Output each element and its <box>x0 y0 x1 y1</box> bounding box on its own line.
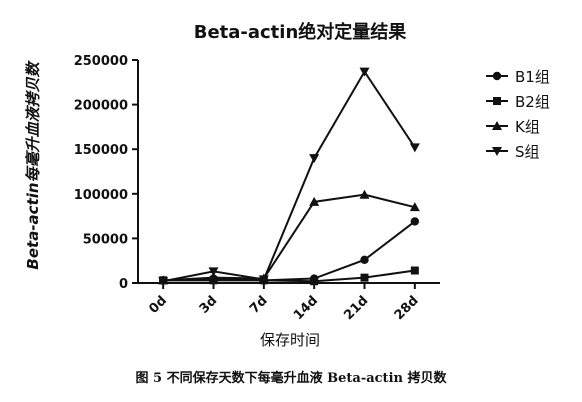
series-line <box>162 69 416 283</box>
y-axis-label: Beta-actin每毫升血液拷贝数 <box>24 59 42 269</box>
y-tick-label: 200000 <box>74 99 128 114</box>
data-point <box>410 266 419 275</box>
series-4 <box>158 67 420 287</box>
legend-marker <box>492 147 502 156</box>
series-line <box>163 193 416 282</box>
legend-item: B2组 <box>486 93 550 111</box>
data-point <box>208 272 219 282</box>
data-point <box>409 202 420 212</box>
legend-label: S组 <box>515 143 540 161</box>
series-line <box>163 269 415 283</box>
x-axis-label: 保存时间 <box>260 331 320 349</box>
y-tick-label: 0 <box>119 277 128 292</box>
legend-item: K组 <box>486 118 540 136</box>
x-tick-label: 0d <box>146 293 170 317</box>
data-point <box>158 277 169 287</box>
legend-marker <box>492 71 502 81</box>
data-point <box>360 273 369 282</box>
y-tick-label: 100000 <box>74 188 128 203</box>
data-point <box>410 217 420 226</box>
line-chart: Beta-actin绝对定量结果 0 50000 100000 150000 20000… <box>24 21 550 349</box>
data-point <box>258 275 269 285</box>
legend-item: S组 <box>486 143 540 161</box>
legend-label: K组 <box>515 118 540 136</box>
data-point <box>309 154 320 164</box>
legend: B1组 B2组 K组 S组 <box>486 68 550 161</box>
series-3 <box>158 189 420 285</box>
y-tick-label: 50000 <box>83 232 128 247</box>
series-lines <box>158 67 420 287</box>
data-point <box>359 67 370 77</box>
x-tick-label: 7d <box>247 293 271 317</box>
axes: 0 50000 100000 150000 200000 250000 0d 3d 7d 14d 2… <box>74 54 440 323</box>
y-tick-label: 250000 <box>74 54 128 69</box>
x-tick-label: 14d <box>291 293 321 323</box>
series-line <box>163 220 416 282</box>
legend-label: B2组 <box>515 93 550 111</box>
figure-caption: 图 5 不同保存天数下每毫升血液 Beta-actin 拷贝数 <box>135 371 447 386</box>
data-point <box>409 143 420 153</box>
data-point <box>208 267 219 277</box>
chart-title: Beta-actin绝对定量结果 <box>194 21 408 43</box>
x-tick-label: 28d <box>392 293 422 323</box>
legend-marker <box>493 97 501 105</box>
y-tick-label: 150000 <box>74 143 128 158</box>
x-tick-label: 21d <box>341 293 371 323</box>
x-tick-label: 3d <box>197 293 221 317</box>
legend-label: B1组 <box>515 68 550 86</box>
data-point <box>309 196 320 206</box>
data-point <box>360 255 369 265</box>
legend-marker <box>492 121 502 130</box>
data-point <box>359 189 370 199</box>
data-point <box>310 277 319 286</box>
legend-item: B1组 <box>486 68 550 86</box>
